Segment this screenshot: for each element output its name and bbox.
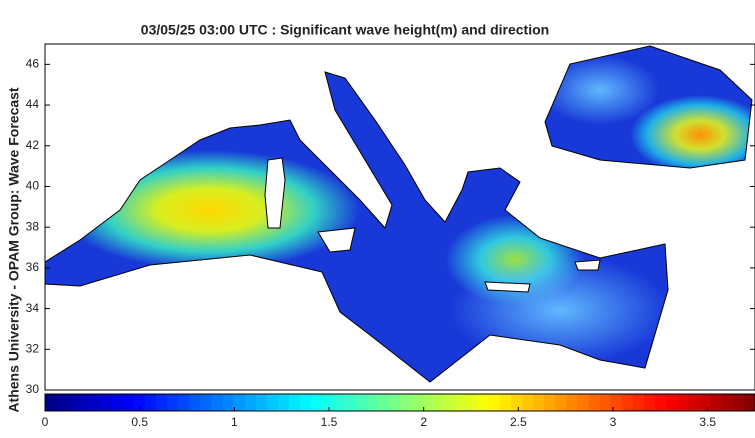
colorbar-cell bbox=[411, 394, 423, 411]
colorbar-cell bbox=[621, 394, 634, 411]
colorbar-cell bbox=[644, 394, 656, 411]
colorbar-cell bbox=[322, 394, 334, 411]
sea-field bbox=[45, 46, 752, 382]
colorbar-cell bbox=[122, 394, 135, 411]
colorbar bbox=[45, 394, 755, 411]
y-tick-label: 32 bbox=[26, 341, 40, 355]
colorbar-cell bbox=[266, 394, 279, 411]
colorbar-cell bbox=[743, 394, 755, 411]
colorbar-cell bbox=[577, 394, 590, 411]
colorbar-cell bbox=[422, 394, 434, 411]
colorbar-cell bbox=[488, 394, 501, 411]
colorbar-tick-label: 3.5 bbox=[699, 415, 716, 429]
colorbar-cell bbox=[244, 394, 257, 411]
colorbar-cell bbox=[544, 394, 556, 411]
colorbar-cell bbox=[289, 394, 301, 411]
colorbar-cell bbox=[67, 394, 79, 411]
islands bbox=[264, 157, 601, 293]
colorbar-cell bbox=[111, 394, 124, 411]
colorbar-cell bbox=[144, 394, 157, 411]
map-title: 03/05/25 03:00 UTC : Significant wave he… bbox=[141, 22, 549, 38]
colorbar-cell bbox=[433, 394, 445, 411]
colorbar-cell bbox=[155, 394, 168, 411]
colorbar-cell bbox=[200, 394, 212, 411]
colorbar-cell bbox=[277, 394, 290, 411]
colorbar-cell bbox=[311, 394, 323, 411]
colorbar-cell bbox=[533, 394, 545, 411]
colorbar-cell bbox=[632, 394, 645, 411]
colorbar-cell bbox=[89, 394, 101, 411]
y-tick-label: 36 bbox=[26, 260, 40, 274]
colorbar-cell bbox=[610, 394, 623, 411]
colorbar-tick-label: 2.5 bbox=[510, 415, 527, 429]
colorbar-cell bbox=[699, 394, 712, 411]
y-tick-label: 38 bbox=[26, 219, 40, 233]
colorbar-cell bbox=[666, 394, 678, 411]
colorbar-cell bbox=[167, 394, 179, 411]
colorbar-cell bbox=[300, 394, 312, 411]
colorbar-cell bbox=[255, 394, 268, 411]
colorbar-cell bbox=[233, 394, 246, 411]
colorbar-cell bbox=[211, 394, 223, 411]
colorbar-cell bbox=[599, 394, 612, 411]
colorbar-cell bbox=[333, 394, 346, 411]
colorbar-cell bbox=[133, 394, 146, 411]
colorbar-cell bbox=[78, 394, 90, 411]
colorbar-cell bbox=[377, 394, 390, 411]
colorbar-cell bbox=[688, 394, 701, 411]
colorbar-cell bbox=[499, 394, 512, 411]
colorbar-tick-label: 0.5 bbox=[131, 415, 148, 429]
colorbar-cell bbox=[655, 394, 667, 411]
colorbar-cell bbox=[100, 394, 113, 411]
colorbar-cell bbox=[444, 394, 456, 411]
map-frame bbox=[44, 43, 755, 391]
y-tick-label: 40 bbox=[26, 179, 40, 193]
colorbar-cell bbox=[721, 394, 734, 411]
y-tick-label: 44 bbox=[26, 97, 40, 111]
colorbar-cell bbox=[555, 394, 567, 411]
colorbar-cell bbox=[522, 394, 534, 411]
colorbar-cell bbox=[45, 394, 57, 411]
colorbar-cell bbox=[710, 394, 723, 411]
colorbar-cell bbox=[732, 394, 745, 411]
colorbar-cell bbox=[178, 394, 190, 411]
colorbar-cell bbox=[510, 394, 523, 411]
colorbar-tick-label: 1.5 bbox=[321, 415, 338, 429]
colorbar-cell bbox=[466, 394, 479, 411]
colorbar-cell bbox=[388, 394, 401, 411]
colorbar-cell bbox=[566, 394, 578, 411]
y-tick-label: 46 bbox=[26, 57, 40, 71]
y-tick-label: 30 bbox=[26, 382, 40, 396]
colorbar-cell bbox=[189, 394, 201, 411]
colorbar-cell bbox=[344, 394, 357, 411]
colorbar-tick-label: 1 bbox=[231, 415, 238, 429]
colorbar-cell bbox=[588, 394, 601, 411]
coastline bbox=[44, 45, 753, 383]
colorbar-tick-label: 0 bbox=[42, 415, 49, 429]
y-axis-label: Athens University - OPAM Group: Wave For… bbox=[6, 87, 22, 413]
colorbar-cell bbox=[477, 394, 490, 411]
colorbar-tick-label: 2 bbox=[420, 415, 427, 429]
colorbar-cell bbox=[400, 394, 412, 411]
colorbar-cell bbox=[366, 394, 379, 411]
colorbar-cell bbox=[56, 394, 68, 411]
colorbar-tick-label: 3 bbox=[610, 415, 617, 429]
y-tick-label: 34 bbox=[26, 301, 40, 315]
colorbar-cell bbox=[355, 394, 368, 411]
colorbar-cell bbox=[222, 394, 235, 411]
colorbar-frame bbox=[44, 393, 755, 412]
y-tick-label: 42 bbox=[26, 138, 40, 152]
colorbar-cell bbox=[677, 394, 689, 411]
colorbar-cell bbox=[455, 394, 468, 411]
